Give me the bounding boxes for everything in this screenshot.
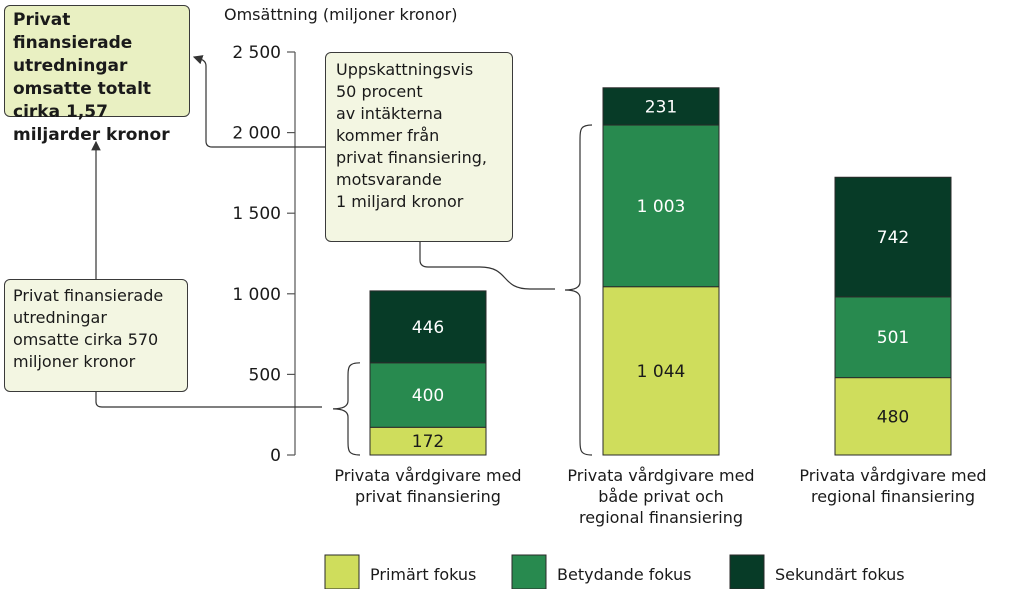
legend-label: Primärt fokus bbox=[370, 565, 476, 584]
bar-segment bbox=[369, 290, 487, 364]
bar-segment bbox=[602, 124, 720, 288]
x-category-label: både privat och bbox=[598, 487, 724, 506]
x-category-label: regional finansiering bbox=[579, 508, 743, 527]
bar-segment bbox=[834, 296, 952, 379]
y-axis-title: Omsättning (miljoner kronor) bbox=[224, 5, 457, 24]
connector-private bbox=[95, 392, 322, 408]
x-category-label: Privata vårdgivare med bbox=[799, 466, 986, 485]
bar-value-label: 480 bbox=[877, 407, 909, 427]
legend-swatch bbox=[511, 554, 547, 589]
bar-segment bbox=[834, 377, 952, 456]
bar-value-label: 1 003 bbox=[637, 197, 686, 217]
connector-mixed bbox=[419, 242, 555, 290]
y-tick-label: 500 bbox=[249, 365, 281, 385]
arrow-mixed-to-total bbox=[192, 55, 325, 148]
callout-total-private-financing: Privat finansierade utredningar omsatte … bbox=[4, 5, 190, 145]
brace-private-bar bbox=[332, 362, 361, 456]
bar-value-label: 501 bbox=[877, 328, 909, 348]
bar-segment bbox=[369, 362, 487, 428]
legend-label: Betydande fokus bbox=[557, 565, 691, 584]
legend-label: Sekundärt fokus bbox=[775, 565, 905, 584]
bar-value-label: 742 bbox=[877, 228, 909, 248]
x-category-label: Privata vårdgivare med bbox=[567, 466, 754, 485]
bar-segment bbox=[602, 286, 720, 456]
y-tick-label: 1 500 bbox=[232, 204, 281, 224]
bar-segment bbox=[602, 87, 720, 126]
y-tick-label: 2 000 bbox=[232, 124, 281, 144]
bar-value-label: 231 bbox=[645, 97, 677, 117]
bar-segment bbox=[369, 426, 487, 456]
y-tick-label: 0 bbox=[270, 446, 281, 466]
legend-swatch bbox=[324, 554, 360, 589]
bar-value-label: 1 044 bbox=[637, 362, 686, 382]
bar-value-label: 172 bbox=[412, 432, 444, 452]
brace-mixed-bar bbox=[564, 124, 593, 456]
y-tick-label: 2 500 bbox=[232, 43, 281, 63]
bar-value-label: 400 bbox=[412, 386, 444, 406]
x-category-label: Privata vårdgivare med bbox=[334, 466, 521, 485]
callout-private-financing: Privat finansierade utredningar omsatte … bbox=[4, 279, 188, 392]
callout-mixed-financing-share: Uppskattningsvis 50 procent av intäktern… bbox=[325, 52, 513, 242]
y-tick-label: 1 000 bbox=[232, 285, 281, 305]
bar-segment bbox=[834, 176, 952, 298]
x-category-label: regional finansiering bbox=[811, 487, 975, 506]
bar-value-label: 446 bbox=[412, 318, 444, 338]
legend-swatch bbox=[729, 554, 765, 589]
x-category-label: privat finansiering bbox=[355, 487, 501, 506]
